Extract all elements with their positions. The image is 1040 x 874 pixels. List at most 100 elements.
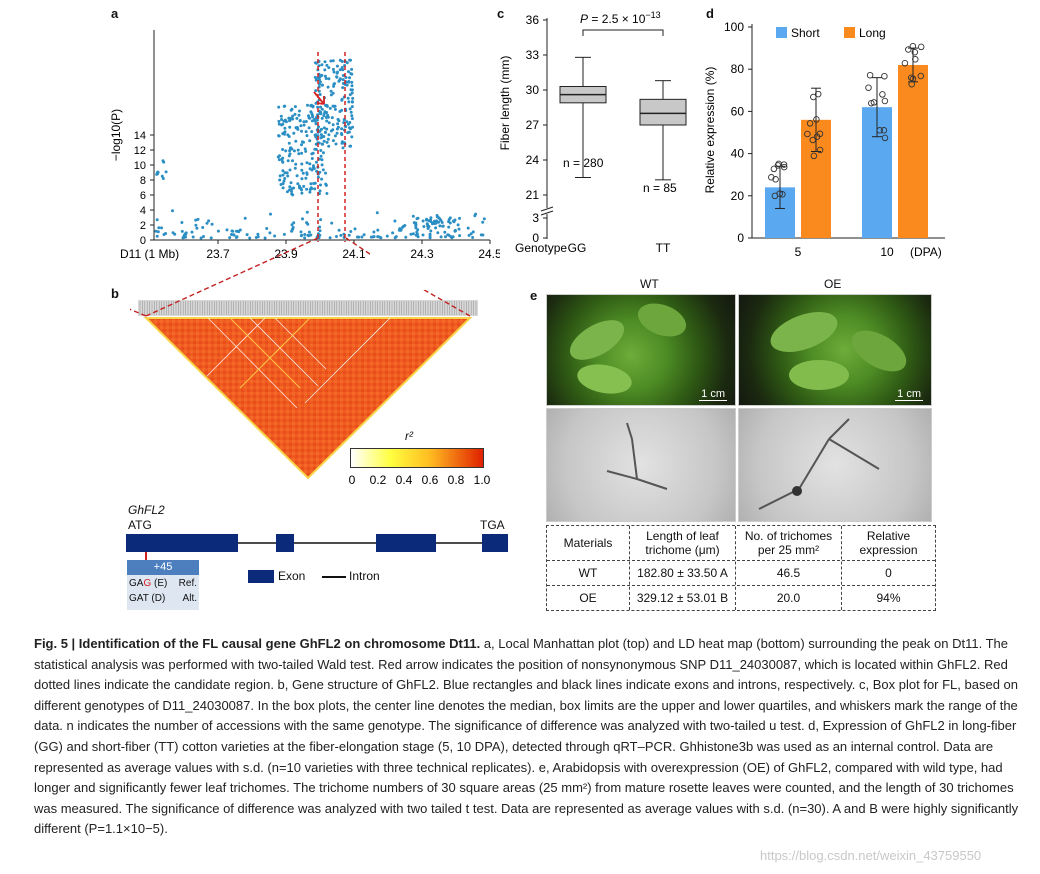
replicate-point	[905, 46, 912, 53]
manhattan-point	[340, 60, 344, 63]
table-cell: 182.80 ± 33.50 A	[637, 566, 728, 580]
manhattan-point	[290, 223, 294, 227]
exon-2	[276, 534, 294, 552]
manhattan-point	[348, 76, 351, 80]
gene-name: GhFL2	[128, 503, 165, 517]
trichome-table: Materials Length of leaf trichome (μm) N…	[546, 525, 936, 611]
manhattan-point	[286, 133, 290, 137]
manhattan-point	[319, 133, 323, 137]
manhattan-point	[347, 70, 350, 74]
manhattan-point	[304, 130, 308, 134]
manhattan-point	[323, 110, 327, 114]
manhattan-xtick-label: 24.1	[342, 247, 366, 261]
manhattan-point	[281, 160, 284, 164]
manhattan-point	[283, 177, 287, 180]
replicate-point	[917, 43, 925, 51]
legend-label: Long	[859, 26, 886, 40]
manhattan-point	[341, 146, 345, 150]
manhattan-point	[469, 232, 473, 236]
wt-plant-photo: 1 cm	[546, 294, 736, 406]
manhattan-point	[312, 167, 316, 170]
manhattan-point	[297, 113, 301, 117]
manhattan-point	[328, 106, 332, 110]
manhattan-point	[278, 178, 282, 182]
replicate-point	[865, 84, 872, 91]
manhattan-point	[300, 191, 304, 195]
manhattan-point	[325, 127, 329, 131]
alt-codon: GAT (D)	[129, 593, 166, 604]
manhattan-point	[160, 174, 164, 178]
manhattan-point	[327, 66, 331, 70]
manhattan-point	[232, 233, 236, 237]
manhattan-point	[288, 185, 292, 189]
oe-label: OE	[824, 277, 842, 291]
manhattan-point	[268, 231, 272, 235]
manhattan-point	[349, 230, 353, 233]
manhattan-point	[340, 127, 344, 131]
manhattan-point	[286, 174, 290, 178]
manhattan-point	[303, 233, 307, 236]
manhattan-point	[349, 110, 353, 114]
manhattan-point	[428, 234, 432, 238]
manhattan-point	[281, 148, 285, 151]
table-header-trichomes: No. of trichomes per 25 mm²	[744, 529, 833, 557]
manhattan-point	[320, 158, 324, 162]
boxplot-ytick-label: 30	[526, 83, 540, 97]
manhattan-point	[290, 190, 294, 193]
manhattan-point	[332, 84, 336, 88]
boxplot-ytick-label: 36	[526, 13, 540, 27]
manhattan-point	[318, 229, 322, 233]
manhattan-point	[350, 105, 354, 109]
manhattan-point	[403, 224, 407, 227]
manhattan-point	[305, 171, 309, 175]
manhattan-point	[307, 126, 311, 130]
manhattan-point	[295, 126, 299, 130]
manhattan-point	[379, 236, 383, 240]
manhattan-point	[319, 183, 322, 187]
replicate-point	[813, 116, 820, 123]
manhattan-point	[320, 83, 324, 87]
boxplot-box	[639, 98, 687, 126]
manhattan-ytick-label: 8	[140, 175, 146, 187]
manhattan-point	[434, 221, 438, 225]
manhattan-point	[338, 68, 342, 72]
manhattan-point	[194, 218, 198, 222]
manhattan-point	[451, 235, 455, 239]
manhattan-point	[300, 151, 304, 155]
manhattan-point	[337, 119, 341, 123]
intron-legend-label: Intron	[349, 569, 380, 583]
exon-legend-swatch	[248, 570, 274, 583]
manhattan-point	[316, 175, 320, 179]
manhattan-point	[295, 174, 299, 178]
boxplot-ytick-label: 27	[526, 118, 540, 132]
manhattan-point	[288, 149, 292, 153]
manhattan-point	[281, 186, 285, 190]
bar-ytick-label: 0	[737, 231, 744, 245]
manhattan-point	[277, 122, 281, 126]
manhattan-point	[350, 67, 354, 71]
manhattan-point	[283, 130, 287, 134]
manhattan-point	[372, 235, 376, 239]
replicate-point	[804, 130, 811, 138]
manhattan-point	[307, 230, 311, 234]
manhattan-point	[300, 162, 304, 166]
manhattan-point	[335, 131, 339, 135]
manhattan-point	[424, 218, 428, 222]
manhattan-point	[230, 233, 233, 236]
manhattan-point	[310, 130, 314, 134]
manhattan-point	[284, 149, 288, 153]
manhattan-point	[432, 219, 436, 223]
stop-codon: TGA	[480, 518, 505, 532]
manhattan-point	[326, 137, 330, 141]
manhattan-point	[399, 228, 403, 232]
bar-xtick-label: 5	[795, 245, 802, 259]
manhattan-point	[340, 97, 344, 101]
manhattan-point	[350, 84, 354, 88]
manhattan-point	[427, 225, 431, 229]
manhattan-point	[161, 177, 165, 180]
manhattan-point	[269, 212, 272, 216]
manhattan-point	[299, 234, 303, 238]
manhattan-point	[349, 58, 352, 62]
manhattan-point	[306, 222, 310, 226]
